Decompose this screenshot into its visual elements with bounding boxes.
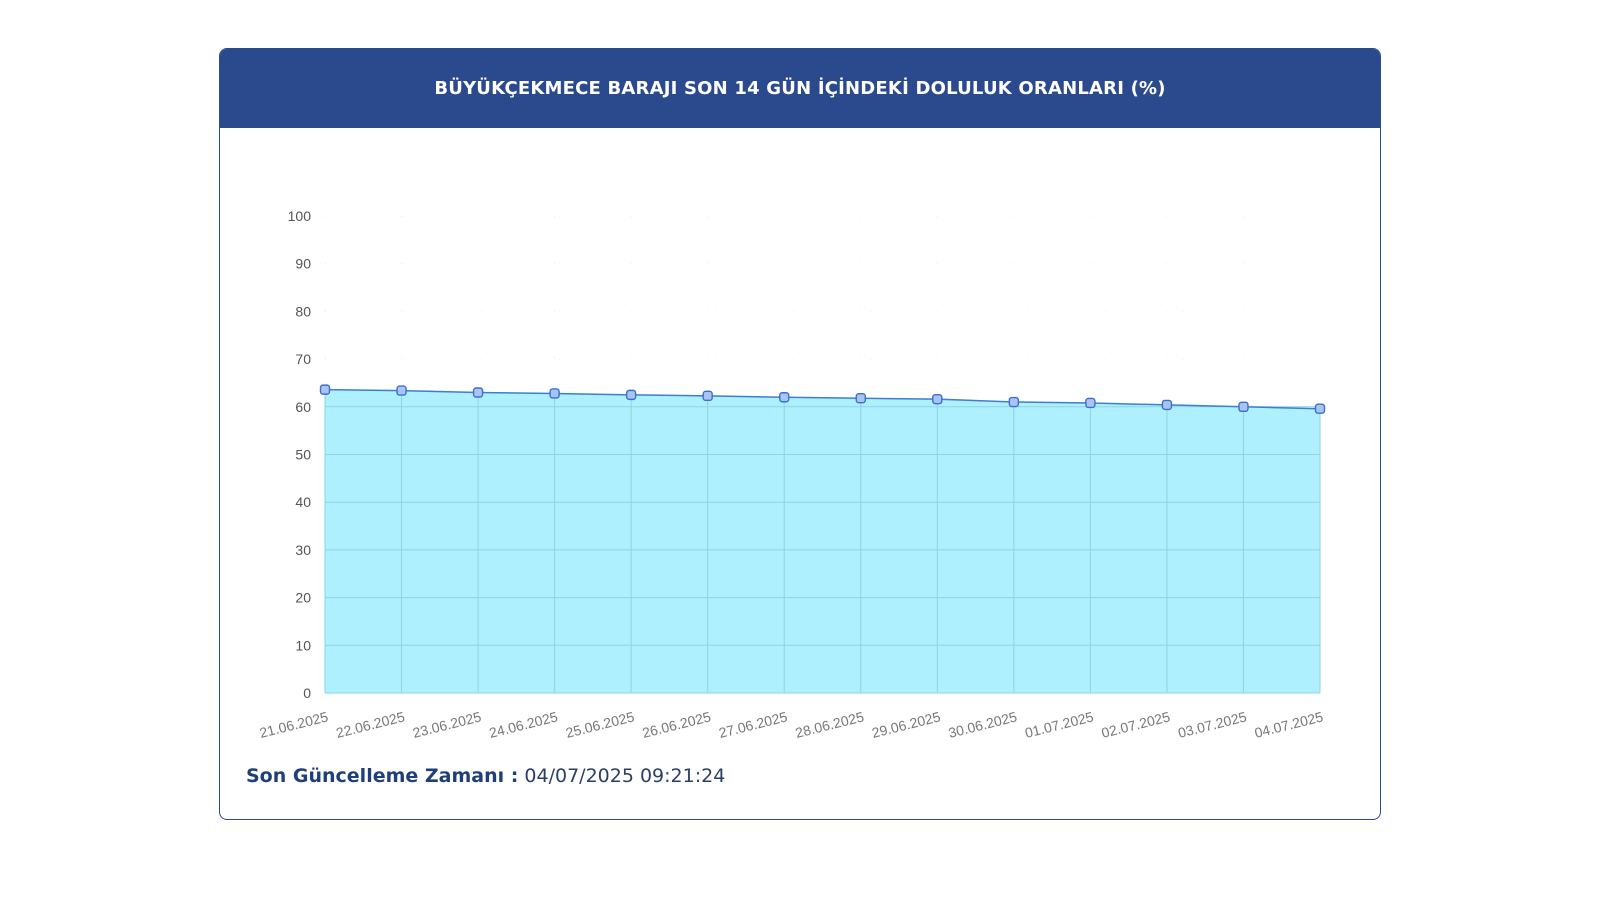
chart-title: BÜYÜKÇEKMECE BARAJI SON 14 GÜN İÇİNDEKİ … [220,49,1380,128]
x-tick-label: 24.06.2025 [487,708,559,738]
data-point [1161,399,1173,411]
data-point [1314,403,1326,414]
data-point [625,389,637,401]
y-tick-label: 20 [295,590,311,606]
data-point [1008,396,1020,408]
series-line [324,388,1321,410]
y-tick-label: 30 [295,542,311,558]
data-point [319,384,331,395]
x-tick-label: 04.07.2025 [1253,708,1325,738]
data-point [932,393,943,405]
last-update: Son Güncelleme Zamanı : 04/07/2025 09:21… [246,765,725,787]
x-tick-label: 03.07.2025 [1176,708,1248,738]
x-tick-label: 30.06.2025 [947,708,1019,738]
x-tick-label: 25.06.2025 [564,708,636,738]
y-tick-label: 70 [295,351,311,367]
y-tick-label: 60 [295,399,311,415]
y-tick-label: 80 [295,303,311,319]
y-tick-label: 50 [295,447,311,463]
area-chart: 0 10 20 30 40 50 60 70 80 90 100 21.06.2025 22.06.20… [258,208,1326,738]
y-tick-label: 100 [288,208,312,224]
x-tick-label: 28.06.2025 [794,708,866,738]
x-tick-label: 01.07.2025 [1023,708,1095,738]
data-point [855,393,866,404]
y-tick-label: 0 [303,685,311,701]
y-tick-label: 10 [295,637,311,653]
x-tick-label: 23.06.2025 [411,708,483,738]
area-fill [325,389,1320,693]
data-point [779,392,790,403]
x-tick-label: 27.06.2025 [717,708,789,738]
x-tick-label: 29.06.2025 [870,708,942,738]
data-point [1238,401,1249,412]
x-tick-label: 02.07.2025 [1100,708,1172,738]
y-tick-label: 40 [295,494,311,510]
last-update-value: 04/07/2025 09:21:24 [524,765,726,787]
data-point [549,388,560,399]
last-update-label: Son Güncelleme Zamanı : [246,765,519,787]
x-tick-label: 21.06.2025 [258,708,330,738]
data-point [472,387,484,398]
y-tick-label: 90 [295,256,311,272]
chart-card: BÜYÜKÇEKMECE BARAJI SON 14 GÜN İÇİNDEKİ … [219,48,1381,820]
x-tick-label: 26.06.2025 [641,708,713,738]
data-point [396,385,407,396]
data-point [702,390,713,402]
data-point [1085,397,1096,409]
x-tick-label: 22.06.2025 [334,708,406,738]
